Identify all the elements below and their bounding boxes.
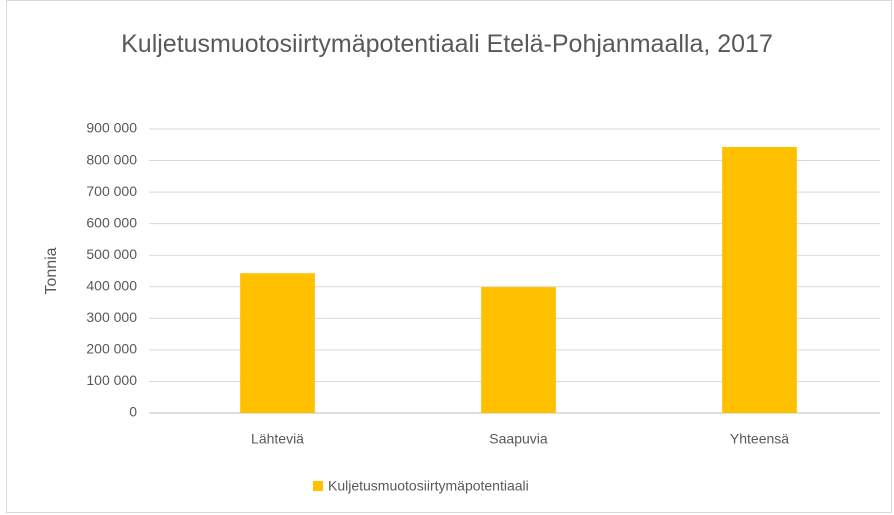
bar: [722, 146, 797, 413]
legend-swatch: [313, 481, 323, 491]
y-axis-label: Tonnia: [43, 247, 60, 294]
legend-label: Kuljetusmuotosiirtymäpotentiaali: [328, 478, 529, 494]
bar: [481, 287, 556, 413]
y-tick-label: 600 000: [86, 214, 137, 230]
y-tick-label: 100 000: [86, 372, 137, 388]
y-tick-label: 800 000: [86, 151, 137, 167]
chart-title: Kuljetusmuotosiirtymäpotentiaali Etelä-P…: [121, 30, 773, 58]
bar: [240, 273, 315, 413]
y-tick-label: 300 000: [86, 309, 137, 325]
x-tick-label: Saapuvia: [489, 431, 548, 447]
y-tick-label: 400 000: [86, 277, 137, 293]
chart-frame: [6, 0, 892, 513]
y-tick-label: 900 000: [86, 120, 137, 136]
y-tick-label: 500 000: [86, 246, 137, 262]
y-tick-label: 700 000: [86, 183, 137, 199]
y-tick-label: 200 000: [86, 341, 137, 357]
y-tick-label: 0: [129, 404, 137, 420]
x-tick-label: Yhteensä: [730, 431, 789, 447]
x-tick-label: Lähteviä: [251, 431, 304, 447]
